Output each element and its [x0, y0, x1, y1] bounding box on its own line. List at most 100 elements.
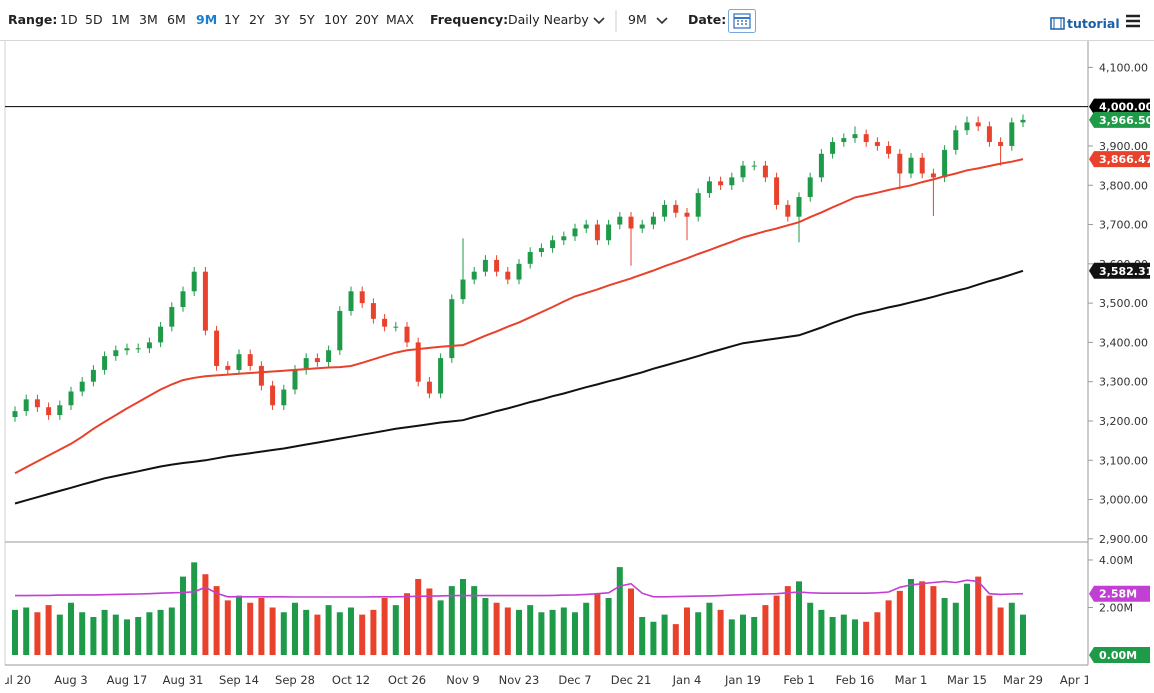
- volume-bar: [751, 617, 758, 656]
- range-button[interactable]: 1D: [60, 12, 78, 27]
- y-tick-label: 3,700.00: [1099, 219, 1148, 232]
- volume-bar: [359, 614, 366, 656]
- price-tag: [1089, 262, 1150, 279]
- volume-bar: [975, 576, 982, 656]
- volume-bar: [560, 607, 567, 656]
- candle-body: [617, 216, 623, 225]
- volume-bar: [280, 612, 287, 656]
- volume-bar: [292, 602, 298, 656]
- candle-body: [505, 271, 511, 280]
- range-button[interactable]: 6M: [167, 12, 186, 27]
- candle-body: [258, 365, 264, 386]
- candle-body: [998, 142, 1004, 146]
- candle-body: [169, 307, 175, 327]
- y-tick-label: 2,900.00: [1099, 533, 1148, 546]
- volume-bar: [516, 609, 522, 656]
- y-tick-label: 4.00M: [1099, 554, 1133, 567]
- range-button[interactable]: 2Y: [249, 12, 265, 27]
- candle-body: [527, 252, 533, 264]
- volume-bar: [829, 617, 836, 656]
- volume-bar: [236, 595, 242, 656]
- x-tick-label: Feb 1: [783, 673, 814, 687]
- volume-bar: [90, 617, 97, 656]
- volume-bar: [874, 612, 881, 656]
- range-button[interactable]: 1Y: [224, 12, 240, 27]
- chevron[interactable]: [656, 17, 668, 25]
- price-tag-label: 0.00M: [1099, 649, 1137, 662]
- volume-bar: [997, 607, 1004, 656]
- volume-bar: [157, 609, 164, 656]
- tutorial-link[interactable]: tutorial: [1067, 16, 1120, 31]
- candle-body: [930, 173, 936, 178]
- period-select[interactable]: 9M: [628, 12, 647, 27]
- volume-bar: [191, 562, 198, 656]
- volume-bar: [885, 600, 892, 656]
- range-button[interactable]: 3M: [139, 12, 158, 27]
- volume-bar: [740, 614, 746, 656]
- candle-body: [236, 354, 242, 370]
- volume-bar: [426, 588, 433, 656]
- range-button[interactable]: 3Y: [274, 12, 290, 27]
- volume-bar: [986, 595, 993, 656]
- candle-body: [79, 381, 85, 392]
- range-button[interactable]: 5Y: [299, 12, 315, 27]
- candle-body: [404, 326, 410, 343]
- volume-bar: [628, 588, 634, 656]
- candle-body: [34, 399, 40, 408]
- candle-body: [68, 391, 74, 406]
- x-tick-label: Mar 1: [895, 673, 928, 687]
- volume-average: [15, 579, 1024, 598]
- candle-body: [449, 299, 455, 359]
- price-tag-label: 2.58M: [1099, 588, 1137, 601]
- volume-bar: [549, 609, 556, 656]
- candle-body: [572, 228, 578, 237]
- range-button[interactable]: 1M: [111, 12, 130, 27]
- volume-bar: [784, 586, 791, 656]
- range-button[interactable]: MAX: [386, 12, 414, 27]
- candle-body: [180, 291, 186, 308]
- range-button[interactable]: 9M: [196, 12, 218, 27]
- candle-body: [594, 224, 600, 241]
- candle-body: [90, 369, 96, 382]
- volume-bar: [684, 607, 690, 656]
- candle-body: [270, 385, 276, 406]
- candle-body: [426, 381, 432, 394]
- volume-bar: [23, 607, 30, 656]
- candle-body: [1020, 119, 1026, 123]
- candle-body: [516, 263, 522, 280]
- frequency-select[interactable]: Daily Nearby: [508, 12, 589, 27]
- y-tick-label: 3,100.00: [1099, 454, 1148, 467]
- range-button[interactable]: 5D: [85, 12, 103, 27]
- volume-bar: [650, 621, 657, 656]
- chevron[interactable]: [593, 17, 605, 25]
- volume-bar: [437, 600, 444, 656]
- volume-bar: [34, 612, 41, 656]
- volume-bar: [471, 586, 478, 656]
- range-button[interactable]: 10Y: [324, 12, 348, 27]
- calendar-button[interactable]: [728, 9, 756, 33]
- y-tick-label: 3,500.00: [1099, 297, 1148, 310]
- candle-body: [874, 142, 880, 146]
- candle-body: [606, 224, 612, 241]
- candle-body: [438, 358, 444, 394]
- date-label: Date:: [688, 12, 727, 27]
- volume-bar: [124, 619, 130, 656]
- x-tick-label: Jan 4: [672, 673, 702, 687]
- menu-button[interactable]: [1126, 14, 1140, 28]
- y-tick-label: 2.00M: [1099, 601, 1133, 614]
- candle-body: [796, 197, 802, 217]
- volume-bar: [773, 595, 780, 656]
- volume-bar: [616, 567, 623, 656]
- x-tick-label: Dec 7: [558, 673, 591, 687]
- tutorial-icon[interactable]: [1050, 17, 1065, 30]
- volume-bar: [538, 612, 545, 656]
- volume-bar: [348, 607, 354, 656]
- candle-body: [46, 407, 52, 416]
- candle-body: [158, 326, 164, 343]
- volume-bar: [202, 574, 209, 656]
- candle-body: [482, 259, 488, 272]
- range-button[interactable]: 20Y: [355, 12, 379, 27]
- candle-body: [359, 291, 365, 304]
- candle-body: [886, 145, 892, 154]
- candle-body: [908, 157, 914, 174]
